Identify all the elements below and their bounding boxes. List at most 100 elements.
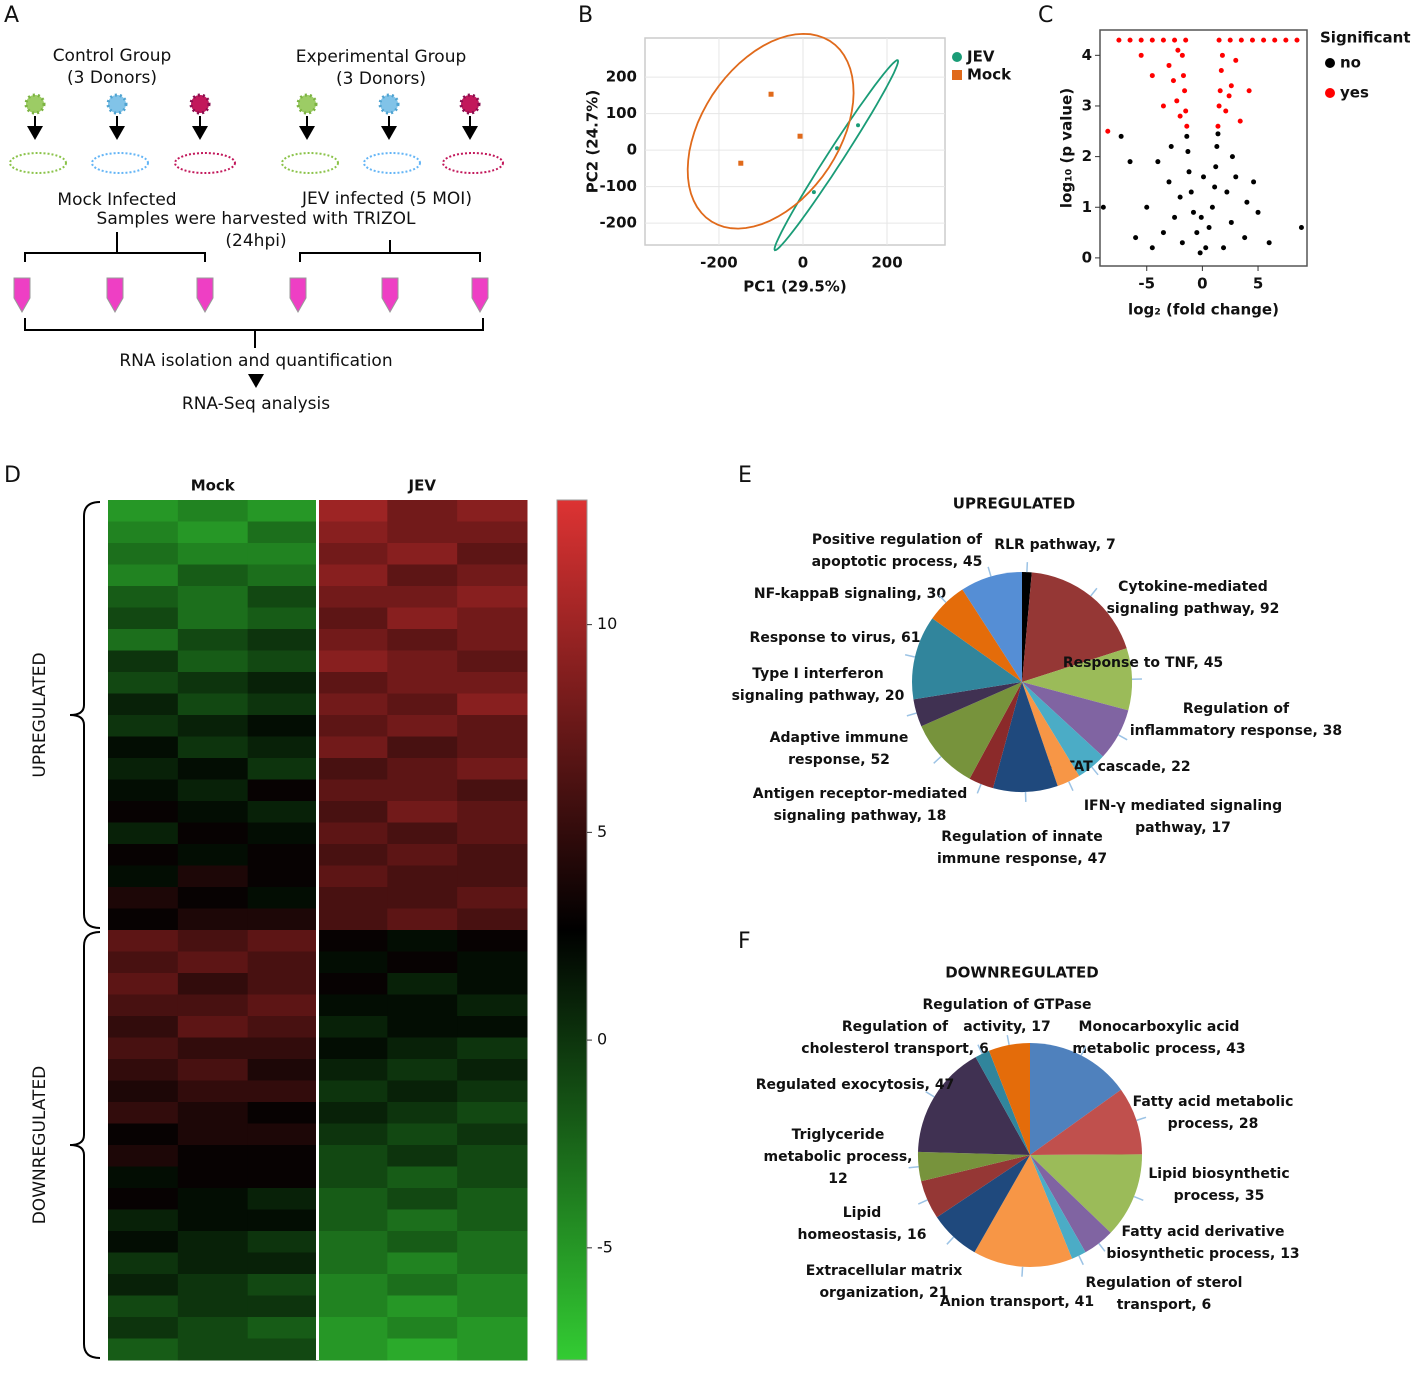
heatmap-cell <box>317 908 388 931</box>
heatmap-cell <box>247 1274 318 1296</box>
leader-line <box>976 783 982 794</box>
heatmap-cell <box>177 951 249 974</box>
heatmap-cell <box>108 1317 179 1339</box>
diagram-text: Experimental Group <box>296 47 467 67</box>
pie-slice <box>1022 572 1127 682</box>
leader-line <box>933 755 942 764</box>
point <box>1223 108 1229 114</box>
point <box>1201 174 1206 180</box>
leader-line <box>1021 1266 1024 1277</box>
heatmap-cell <box>387 1295 458 1318</box>
heatmap-cell <box>247 1209 318 1232</box>
heatmap-cell <box>387 1123 458 1146</box>
heatmap-cell <box>108 801 179 823</box>
heatmap-cell <box>247 500 318 522</box>
heatmap-cell <box>108 1231 179 1253</box>
pie-slice <box>1030 1155 1086 1259</box>
point <box>1194 230 1200 236</box>
point <box>1272 37 1278 43</box>
pie-slice <box>1022 571 1032 682</box>
heatmap-cell <box>108 930 179 952</box>
heatmap-cell <box>317 564 388 587</box>
heatmap-cell <box>317 715 388 737</box>
y-tick-label: 200 <box>606 68 637 86</box>
colorbar-tick-label: 10 <box>597 614 617 633</box>
point <box>1227 37 1233 43</box>
heatmap-cell <box>457 1274 528 1296</box>
heatmap-cell <box>317 779 388 802</box>
slice-label: process, 28 <box>1168 1116 1259 1132</box>
heatmap-cell <box>317 1123 388 1146</box>
heatmap-cell <box>317 865 388 888</box>
point <box>1188 189 1194 195</box>
slice-label: Extracellular matrix <box>806 1263 962 1279</box>
point <box>1229 154 1235 160</box>
heatmap-cell <box>177 607 249 630</box>
heatmap-cell <box>177 1252 249 1275</box>
heatmap-cell <box>317 951 388 974</box>
point <box>1144 204 1150 210</box>
pie-slice <box>1022 682 1129 757</box>
point <box>1216 103 1222 109</box>
point <box>1218 68 1224 74</box>
pie-slice <box>1030 1155 1111 1253</box>
x-tick-label: 0 <box>1197 275 1207 293</box>
slice-label: Monocarboxylic acid <box>1079 1019 1240 1035</box>
legend-marker <box>952 52 962 62</box>
heatmap-cell <box>457 564 528 587</box>
diagram-text: JEV infected (5 MOI) <box>301 189 472 209</box>
diagram-text: Control Group <box>53 46 172 66</box>
point <box>1177 194 1183 200</box>
leader-line <box>917 1199 928 1205</box>
heatmap-cell <box>387 1145 458 1167</box>
heatmap-cell <box>108 1080 179 1103</box>
heatmap-cell <box>177 1123 249 1146</box>
heatmap-cell <box>457 844 528 866</box>
heatmap-cell <box>177 779 249 802</box>
slice-label: cholesterol transport, 6 <box>801 1041 988 1057</box>
point <box>1255 209 1261 215</box>
panel-label: E <box>738 463 752 488</box>
heatmap-cell <box>387 801 458 823</box>
heatmap-cell <box>317 1166 388 1189</box>
heatmap-cell <box>177 822 249 845</box>
heatmap-cell <box>317 930 388 952</box>
heatmap-cell <box>387 564 458 587</box>
heatmap-cell <box>387 1231 458 1253</box>
heatmap-cell <box>317 887 388 909</box>
heatmap-cell <box>387 607 458 630</box>
pie-slice <box>921 1155 1030 1218</box>
leader-line <box>1133 1195 1144 1201</box>
slice-label: Antigen receptor-mediated <box>753 786 967 802</box>
heatmap-cell <box>387 1252 458 1275</box>
y-tick-label: -100 <box>599 177 637 195</box>
heatmap-cell <box>317 1209 388 1232</box>
heatmap-cell <box>177 1080 249 1103</box>
heatmap-cell <box>247 1037 318 1060</box>
heatmap-cell <box>317 672 388 694</box>
heatmap-cell <box>108 1166 179 1189</box>
heatmap-cell <box>457 1145 528 1167</box>
heatmap-cell <box>108 951 179 974</box>
point <box>1233 57 1239 63</box>
point <box>1221 245 1227 251</box>
heatmap-cell <box>317 521 388 544</box>
colorbar-tick-label: 5 <box>597 822 607 841</box>
y-axis-label: log₁₀ (p value) <box>1058 88 1076 208</box>
heatmap-cell <box>108 1102 179 1124</box>
pie-title: UPREGULATED <box>953 495 1075 513</box>
heatmap-cell <box>317 1016 388 1038</box>
pie-slice <box>1030 1089 1142 1155</box>
x-tick-label: -200 <box>700 254 738 272</box>
point <box>1116 37 1122 43</box>
slice-label: signaling pathway, 18 <box>774 808 947 824</box>
heatmap-cell <box>457 1338 528 1361</box>
point <box>1170 78 1176 84</box>
panel-label: C <box>1038 3 1053 28</box>
tubes <box>13 277 489 314</box>
heatmap-cell <box>247 887 318 909</box>
point <box>1228 83 1234 89</box>
slice-label: Regulation of <box>842 1019 949 1035</box>
pie-slice <box>975 1050 1030 1155</box>
